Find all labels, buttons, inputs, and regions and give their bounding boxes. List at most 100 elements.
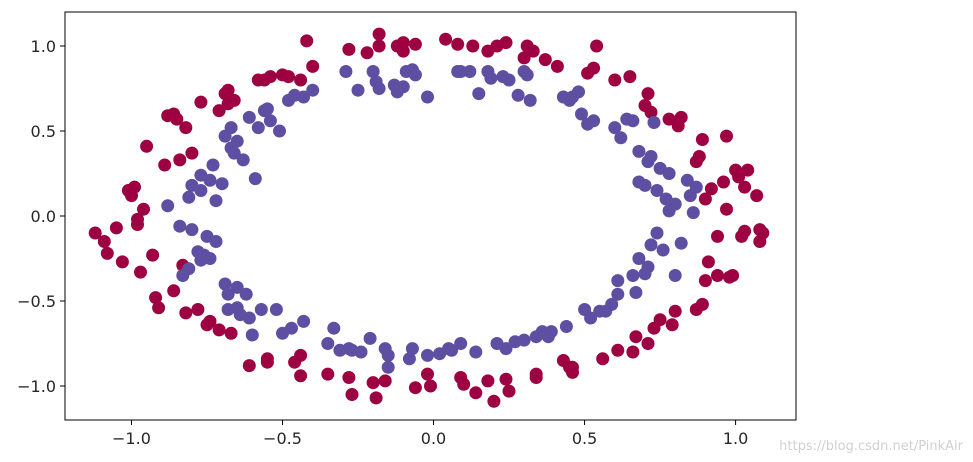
scatter-point (632, 144, 646, 158)
scatter-point (351, 83, 365, 97)
scatter-point (242, 311, 256, 325)
y-tick-label: 1.0 (31, 37, 56, 56)
scatter-point (173, 219, 187, 233)
scatter-point (372, 27, 386, 41)
scatter-point (378, 374, 392, 388)
scatter-point (115, 255, 129, 269)
scatter-point (342, 42, 356, 56)
scatter-point (738, 180, 752, 194)
scatter-point (363, 331, 377, 345)
scatter-point (212, 323, 226, 337)
scatter-point (396, 44, 410, 58)
scatter-point (695, 133, 709, 146)
scatter-point (711, 269, 724, 282)
ticks-layer: −1.0 −0.5 0.0 0.5 1.0 −1.0 −0.5 0.0 0.5 1.0 (17, 37, 748, 448)
scatter-point (203, 173, 217, 187)
scatter-point (469, 386, 483, 400)
scatter-point (662, 167, 676, 180)
scatter-point (668, 269, 682, 282)
scatter-point (128, 180, 141, 194)
scatter-point (720, 129, 733, 143)
scatter-point (698, 192, 712, 206)
scatter-point (720, 202, 733, 216)
scatter-point (644, 150, 658, 163)
scatter-point (689, 155, 703, 169)
scatter-point (623, 70, 637, 84)
scatter-point (342, 371, 356, 384)
scatter-point (224, 326, 238, 340)
scatter-point (212, 104, 226, 118)
scatter-point (550, 59, 564, 73)
scatter-point (194, 184, 208, 197)
scatter-point (245, 328, 259, 342)
scatter-point (369, 391, 383, 405)
scatter-point (526, 44, 540, 58)
scatter-point (306, 59, 320, 73)
scatter-point (306, 83, 320, 97)
scatter-point (632, 252, 646, 265)
scatter-point (260, 355, 274, 369)
scatter-point (626, 114, 640, 128)
scatter-point (587, 61, 601, 75)
scatter-point (641, 87, 655, 101)
scatter-point (360, 46, 374, 60)
scatter-point (644, 238, 658, 252)
scatter-point (484, 71, 498, 85)
scatter-point (297, 90, 311, 104)
y-tick-label: 0.0 (31, 207, 56, 226)
scatter-point (185, 223, 199, 237)
scatter-point (227, 146, 241, 160)
scatter-point (711, 229, 724, 243)
scatter-point (402, 352, 416, 366)
scatter-point (689, 180, 703, 194)
scatter-point (575, 107, 588, 121)
scatter-point (263, 114, 277, 128)
scatter-point (502, 384, 516, 398)
scatter-point (203, 314, 217, 328)
scatter-point (559, 320, 573, 333)
watermark-text: https://blog.csdn.net/PinkAir (779, 439, 963, 454)
scatter-point (445, 343, 459, 357)
scatter-point (297, 314, 311, 328)
scatter-point (544, 325, 558, 339)
scatter-point (321, 337, 335, 350)
scatter-point (366, 65, 380, 78)
scatter-point (242, 359, 256, 373)
scatter-point (439, 32, 453, 46)
scatter-point (463, 65, 477, 78)
x-tick-label: 1.0 (723, 429, 748, 448)
scatter-point (665, 318, 679, 332)
scatter-point (638, 178, 652, 192)
scatter-point (629, 286, 643, 299)
scatter-point (239, 287, 253, 301)
scatter-point (421, 348, 434, 362)
scatter-point (182, 262, 196, 276)
scatter-point (520, 68, 534, 82)
scatter-point (408, 68, 422, 82)
scatter-point (218, 277, 232, 291)
scatter-point (179, 306, 193, 320)
scatter-point (662, 112, 676, 126)
scatter-point (499, 36, 513, 50)
scatter-point (109, 221, 123, 235)
scatter-point (209, 194, 223, 208)
scatter-point (294, 73, 308, 87)
scatter-point (454, 65, 468, 78)
scatter-point (732, 170, 746, 184)
scatter-point (741, 163, 755, 177)
scatter-point (608, 73, 622, 87)
scatter-point (149, 291, 163, 305)
scatter-point (614, 131, 628, 145)
scatter-point (152, 301, 166, 315)
scatter-point (626, 345, 640, 359)
scatter-point (408, 381, 422, 395)
scatter-point (405, 342, 419, 356)
scatter-point (215, 177, 229, 191)
scatter-point (451, 37, 465, 51)
scatter-point (538, 53, 552, 67)
scatter-point (221, 83, 235, 97)
scatter-point (590, 39, 604, 53)
scatter-point (472, 87, 486, 101)
scatter-point (454, 337, 468, 350)
